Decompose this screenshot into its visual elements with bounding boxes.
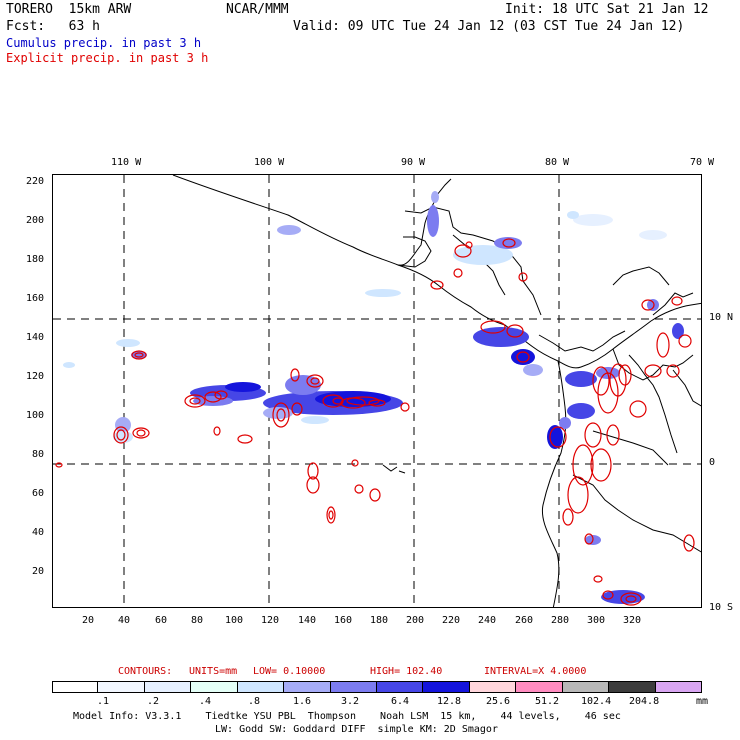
lat-label-10n: 10 N bbox=[709, 312, 734, 323]
model-title: TORERO 15km ARW bbox=[6, 2, 132, 17]
colorbar-segment bbox=[562, 681, 610, 693]
colorbar-segment bbox=[330, 681, 377, 693]
init-time: Init: 18 UTC Sat 21 Jan 12 bbox=[505, 2, 709, 17]
colorbar-label-102-4: 102.4 bbox=[581, 696, 612, 707]
lon-label-70w: 70 W bbox=[690, 157, 715, 168]
x-tick-240: 240 bbox=[478, 615, 497, 626]
forecast-hour: Fcst: 63 h bbox=[6, 19, 100, 34]
y-tick-40: 40 bbox=[32, 527, 45, 538]
colorbar-segment bbox=[144, 681, 192, 693]
x-tick-100: 100 bbox=[225, 615, 244, 626]
x-tick-80: 80 bbox=[191, 615, 204, 626]
y-tick-220: 220 bbox=[26, 176, 45, 187]
y-tick-180: 180 bbox=[26, 254, 45, 265]
colorbar-label-0-4: .4 bbox=[199, 696, 212, 707]
y-tick-80: 80 bbox=[32, 449, 45, 460]
y-tick-140: 140 bbox=[26, 332, 45, 343]
colorbar-segment bbox=[284, 681, 331, 693]
explicit-legend: Explicit precip. in past 3 h bbox=[6, 51, 209, 65]
model-info-line2: LW: Godd SW: Goddard DIFF simple KM: 2D … bbox=[215, 724, 498, 735]
map-canvas bbox=[53, 175, 701, 607]
colorbar-segment bbox=[237, 681, 285, 693]
colorbar-segment bbox=[191, 681, 238, 693]
x-tick-40: 40 bbox=[118, 615, 131, 626]
colorbar-segment bbox=[609, 681, 656, 693]
cumulus-legend: Cumulus precip. in past 3 h bbox=[6, 36, 202, 50]
x-tick-120: 120 bbox=[261, 615, 280, 626]
lat-label-0: 0 bbox=[709, 457, 716, 468]
contours-interval: INTERVAL=X 4.0000 bbox=[484, 666, 587, 677]
colorbar-segment bbox=[516, 681, 563, 693]
colorbar-label-25-6: 25.6 bbox=[486, 696, 511, 707]
x-tick-200: 200 bbox=[406, 615, 425, 626]
x-tick-220: 220 bbox=[442, 615, 461, 626]
colorbar-label-0-2: .2 bbox=[147, 696, 160, 707]
contours-label: CONTOURS: bbox=[118, 666, 173, 677]
x-tick-320: 320 bbox=[623, 615, 642, 626]
lon-label-100w: 100 W bbox=[254, 157, 285, 168]
graticule bbox=[53, 175, 701, 607]
lat-label-10s: 10 S bbox=[709, 602, 734, 613]
x-tick-280: 280 bbox=[551, 615, 570, 626]
lon-label-90w: 90 W bbox=[401, 157, 426, 168]
y-tick-160: 160 bbox=[26, 293, 45, 304]
lon-label-110w: 110 W bbox=[111, 157, 142, 168]
valid-time: Valid: 09 UTC Tue 24 Jan 12 (03 CST Tue … bbox=[293, 19, 685, 34]
colorbar-segment bbox=[52, 681, 99, 693]
x-tick-180: 180 bbox=[370, 615, 389, 626]
x-tick-300: 300 bbox=[587, 615, 606, 626]
colorbar-segment bbox=[423, 681, 470, 693]
contours-low: LOW= 0.10000 bbox=[253, 666, 326, 677]
x-tick-20: 20 bbox=[82, 615, 95, 626]
colorbar-segment bbox=[655, 681, 702, 693]
colorbar-label-1-6: 1.6 bbox=[293, 696, 312, 707]
contours-high: HIGH= 102.40 bbox=[370, 666, 443, 677]
y-tick-120: 120 bbox=[26, 371, 45, 382]
colorbar-label-0-1: .1 bbox=[97, 696, 110, 707]
explicit-precip-contours bbox=[55, 238, 695, 606]
organization-label: NCAR/MMM bbox=[226, 2, 289, 17]
precipitation-map bbox=[52, 174, 702, 608]
x-tick-260: 260 bbox=[515, 615, 534, 626]
lon-label-80w: 80 W bbox=[545, 157, 570, 168]
colorbar-label-204-8: 204.8 bbox=[629, 696, 660, 707]
x-tick-60: 60 bbox=[155, 615, 168, 626]
y-tick-60: 60 bbox=[32, 488, 45, 499]
model-info-line1: Model Info: V3.3.1 Tiedtke YSU PBL Thomp… bbox=[73, 711, 621, 722]
colorbar-label-6-4: 6.4 bbox=[391, 696, 410, 707]
y-tick-20: 20 bbox=[32, 566, 45, 577]
colorbar-label-12-8: 12.8 bbox=[437, 696, 462, 707]
colorbar-label-51-2: 51.2 bbox=[535, 696, 560, 707]
contours-units: UNITS=mm bbox=[189, 666, 238, 677]
x-tick-140: 140 bbox=[298, 615, 317, 626]
colorbar-unit: mm bbox=[696, 696, 709, 707]
y-tick-200: 200 bbox=[26, 215, 45, 226]
y-tick-100: 100 bbox=[26, 410, 45, 421]
colorbar-segment bbox=[98, 681, 145, 693]
colorbar-label-3-2: 3.2 bbox=[341, 696, 360, 707]
colorbar-segment bbox=[469, 681, 517, 693]
colorbar-label-0-8: .8 bbox=[248, 696, 261, 707]
colorbar-segment bbox=[377, 681, 424, 693]
x-tick-160: 160 bbox=[334, 615, 353, 626]
